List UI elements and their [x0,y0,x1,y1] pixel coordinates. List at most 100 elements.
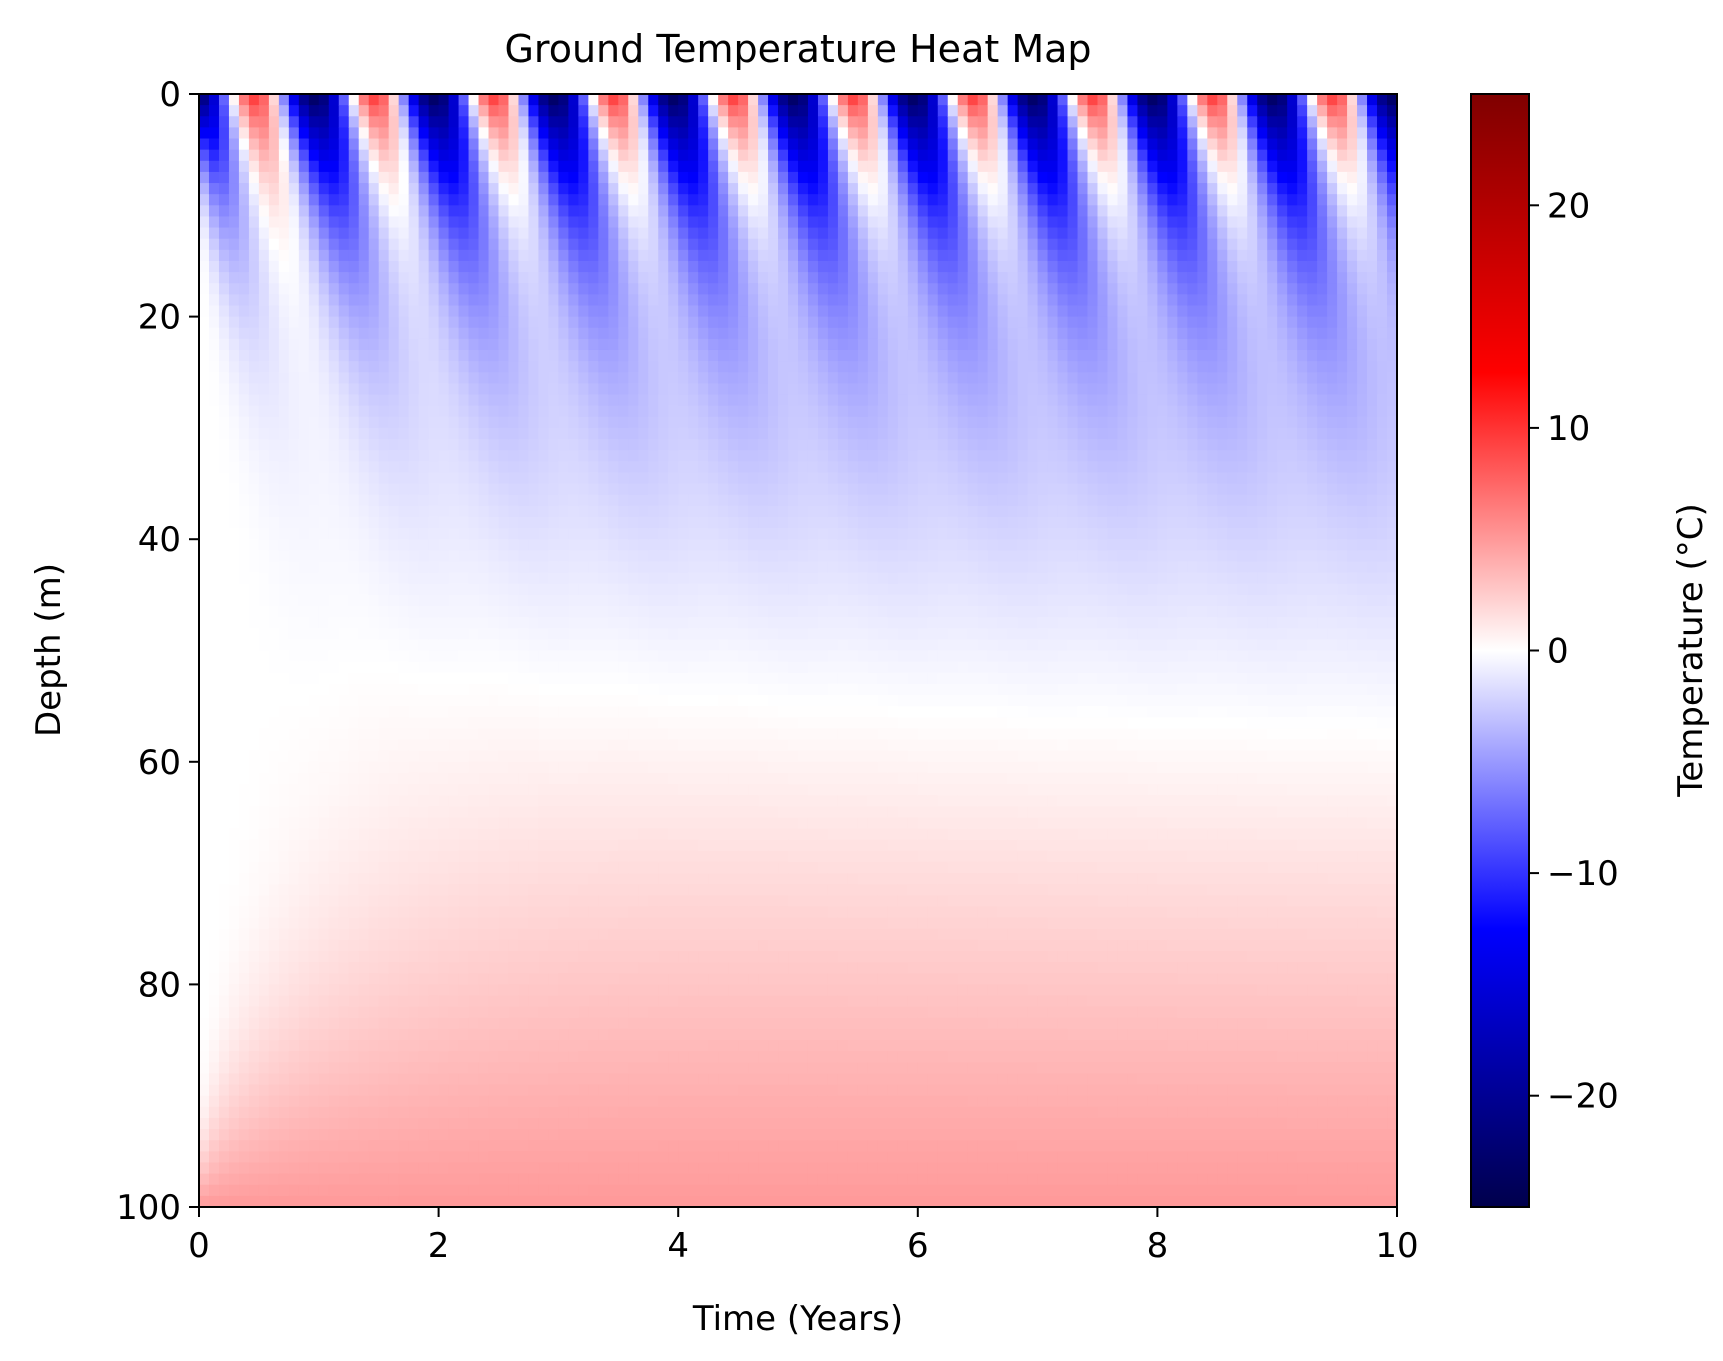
heatmap-cell [488,761,500,774]
heatmap-cell [558,1095,569,1108]
heatmap-cell [678,316,689,329]
heatmap-cell [558,750,569,763]
heatmap-cell [648,1184,659,1197]
heatmap-cell [628,316,639,329]
heatmap-cell [578,105,589,117]
heatmap-cell [308,1140,320,1152]
heatmap-cell [338,962,350,974]
heatmap-cell [268,617,280,629]
heatmap-cell [358,984,370,997]
heatmap-cell [348,494,360,507]
heatmap-cell [398,1073,410,1086]
heatmap-cell [428,528,440,540]
heatmap-cell [288,361,300,373]
heatmap-cell [258,628,270,640]
heatmap-cell [338,149,350,162]
heatmap-cell [378,505,390,518]
heatmap-cell [508,728,520,741]
heatmap-cell [618,1106,629,1119]
heatmap-cell [468,238,480,251]
heatmap-cell [328,1140,340,1152]
heatmap-cell [228,984,240,997]
heatmap-cell [608,327,619,340]
heatmap-cell [288,750,300,763]
heatmap-cell [668,628,679,640]
heatmap-cell [428,550,440,563]
heatmap-cell [568,973,579,985]
heatmap-cell [568,1106,579,1119]
heatmap-cell [518,561,530,574]
heatmap-cell [228,739,240,752]
heatmap-cell [428,917,440,930]
heatmap-cell [228,672,240,685]
heatmap-cell [368,160,380,173]
heatmap-cell [488,561,500,574]
heatmap-cell [508,461,520,474]
heatmap-cell [208,171,220,184]
heatmap-cell [598,1040,609,1052]
heatmap-cell [248,639,260,652]
heatmap-cell [648,550,659,563]
heatmap-cell [358,1162,370,1175]
heatmap-cell [518,628,530,640]
heatmap-cell [328,695,340,707]
heatmap-cell [338,1129,350,1141]
heatmap-cell [258,817,270,830]
heatmap-cell [658,528,669,540]
heatmap-cell [498,1151,510,1164]
heatmap-cell [528,272,540,284]
heatmap-cell [458,138,470,151]
heatmap-cell [228,828,240,841]
heatmap-cell [488,962,500,974]
heatmap-cell [518,505,530,518]
heatmap-cell [288,94,300,106]
heatmap-cell [248,539,260,551]
heatmap-cell [418,1028,430,1041]
heatmap-cell [208,1173,220,1186]
heatmap-cell [218,884,230,896]
heatmap-cell [398,873,410,885]
heatmap-cell [438,672,450,685]
heatmap-cell [388,984,400,997]
heatmap-cell [538,639,550,652]
heatmap-cell [458,995,470,1008]
heatmap-cell [668,895,679,908]
heatmap-cell [398,1006,410,1019]
heatmap-cell [628,461,639,474]
heatmap-cell [518,761,530,774]
heatmap-cell [278,138,290,151]
heatmap-cell [638,249,649,262]
heatmap-cell [458,1006,470,1019]
heatmap-cell [568,1129,579,1141]
heatmap-cell [218,917,230,930]
heatmap-cell [368,1195,380,1207]
heatmap-cell [618,171,629,184]
heatmap-cell [308,305,320,318]
heatmap-cell [258,249,270,262]
heatmap-cell [398,116,410,128]
heatmap-cell [598,338,609,351]
heatmap-cell [478,272,490,284]
heatmap-cell [438,661,450,674]
heatmap-cell [548,739,559,752]
heatmap-cell [628,1084,639,1097]
heatmap-cell [538,461,550,474]
heatmap-cell [648,327,659,340]
heatmap-cell [678,672,689,685]
heatmap-cell [298,650,310,663]
heatmap-cell [558,494,569,507]
heatmap-cell [618,361,629,373]
heatmap-cell [618,1084,629,1097]
heatmap-cell [348,1184,360,1197]
heatmap-cell [668,617,679,629]
heatmap-cell [328,739,340,752]
heatmap-cell [199,1151,210,1164]
heatmap-cell [638,183,649,195]
heatmap-cell [638,238,649,251]
heatmap-cell [288,149,300,162]
heatmap-cell [658,260,669,273]
heatmap-cell [258,494,270,507]
heatmap-cell [199,995,210,1008]
heatmap-cell [508,94,520,106]
heatmap-cell [548,450,559,462]
